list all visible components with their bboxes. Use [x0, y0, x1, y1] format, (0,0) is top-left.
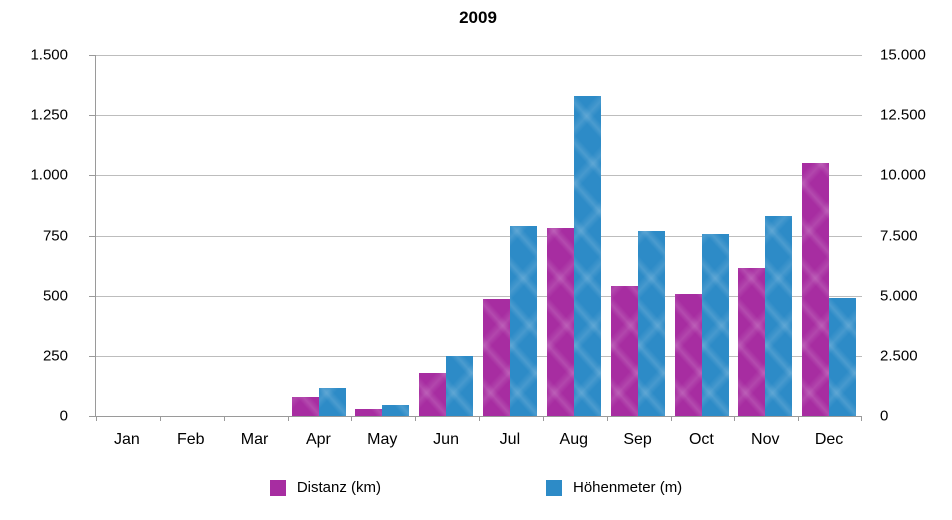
left-axis-tick [89, 115, 95, 117]
bar-hoehenmeter-dec [829, 298, 857, 416]
left-axis-tick [89, 355, 95, 357]
x-axis-tick [415, 416, 417, 421]
right-axis-label: 7.500 [880, 227, 918, 244]
x-axis-label-jun: Jun [433, 431, 459, 448]
bar-distanz-oct [674, 294, 702, 416]
right-axis-label: 5.000 [880, 287, 918, 305]
x-axis-label-feb: Feb [176, 431, 205, 448]
x-axis-tick [287, 416, 289, 421]
left-axis-label: 500 [42, 287, 68, 305]
right-axis-tick [856, 55, 862, 56]
bar-hoehenmeter-sep [637, 231, 665, 416]
left-axis-label: 0 [59, 407, 68, 425]
left-axis-tick [89, 416, 95, 417]
left-axis-label: 1.250 [30, 106, 68, 124]
bar-hoehenmeter-apr [318, 388, 346, 416]
right-axis-tick [856, 115, 862, 117]
legend-swatch-hoehenmeter [545, 479, 562, 496]
x-axis-tick [542, 416, 544, 421]
left-axis-tick [89, 235, 95, 237]
bar-distanz-apr [291, 397, 319, 416]
x-axis-tick [159, 416, 161, 421]
bar-distanz-jul [483, 299, 510, 416]
x-axis-label-nov: Nov [751, 431, 780, 448]
right-axis-label: 15.000 [880, 46, 926, 64]
right-axis-tick [856, 295, 862, 297]
right-axis-label: 10.000 [880, 166, 926, 184]
bar-hoehenmeter-oct [701, 234, 729, 416]
x-axis-tick [798, 416, 800, 421]
left-axis-tick [89, 55, 95, 56]
x-axis-tick [734, 416, 736, 421]
legend-label-distanz: Distanz (km) [296, 479, 381, 496]
x-axis-label-aug: Aug [559, 431, 588, 448]
right-axis-label: 2.500 [880, 347, 918, 365]
x-axis-label-dec: Dec [814, 431, 844, 448]
bar-hoehenmeter-jul [510, 226, 537, 416]
legend-label-hoehenmeter: Höhenmeter (m) [572, 479, 683, 496]
x-axis-label-sep: Sep [623, 431, 652, 448]
right-axis-label: 12.500 [880, 106, 926, 124]
gridline [96, 55, 862, 56]
bar-distanz-aug [546, 228, 574, 416]
legend-swatch-distanz [269, 479, 286, 496]
left-axis-tick [89, 175, 95, 177]
gridline [96, 175, 862, 177]
legend-item-hoehenmeter: Höhenmeter (m) [545, 479, 683, 496]
x-axis-tick [479, 416, 480, 421]
bar-hoehenmeter-aug [573, 96, 601, 416]
x-axis-label-jan: Jan [114, 431, 140, 448]
gridline [96, 235, 862, 237]
right-axis-tick [856, 235, 862, 237]
bar-distanz-dec [802, 163, 830, 416]
gridline [96, 295, 862, 297]
bar-distanz-jun [419, 373, 447, 416]
right-axis-label: 0 [880, 407, 889, 425]
legend-item-distanz: Distanz (km) [269, 479, 381, 496]
x-axis-tick [96, 416, 97, 421]
x-axis-tick [861, 416, 862, 421]
right-axis-tick [856, 355, 862, 357]
legend: Distanz (km) Höhenmeter (m) [0, 479, 952, 496]
x-axis-label-mar: Mar [240, 431, 269, 448]
bar-distanz-may [355, 409, 383, 416]
bar-hoehenmeter-may [382, 405, 410, 416]
left-axis-label: 1.000 [30, 166, 68, 184]
x-axis-tick [351, 416, 353, 421]
x-axis-tick [606, 416, 608, 421]
left-axis-label: 1.500 [30, 46, 68, 64]
bar-distanz-sep [610, 286, 638, 416]
x-axis-label-may: May [367, 431, 398, 448]
bar-distanz-nov [738, 268, 766, 416]
x-axis-label-jul: Jul [499, 431, 521, 448]
gridline [96, 355, 862, 357]
plot-area [89, 55, 862, 421]
bar-hoehenmeter-jun [446, 356, 474, 416]
x-axis-label-oct: Oct [688, 431, 714, 448]
gridline [96, 115, 862, 117]
x-axis-tick [223, 416, 225, 421]
bar-hoehenmeter-nov [765, 216, 793, 416]
left-axis-label: 750 [42, 227, 68, 244]
chart-title: 2009 [459, 8, 497, 27]
x-axis-label-apr: Apr [305, 431, 331, 448]
x-axis-tick [670, 416, 672, 421]
right-axis-tick [856, 175, 862, 177]
left-axis-label: 250 [42, 347, 68, 365]
left-axis-tick [89, 295, 95, 297]
